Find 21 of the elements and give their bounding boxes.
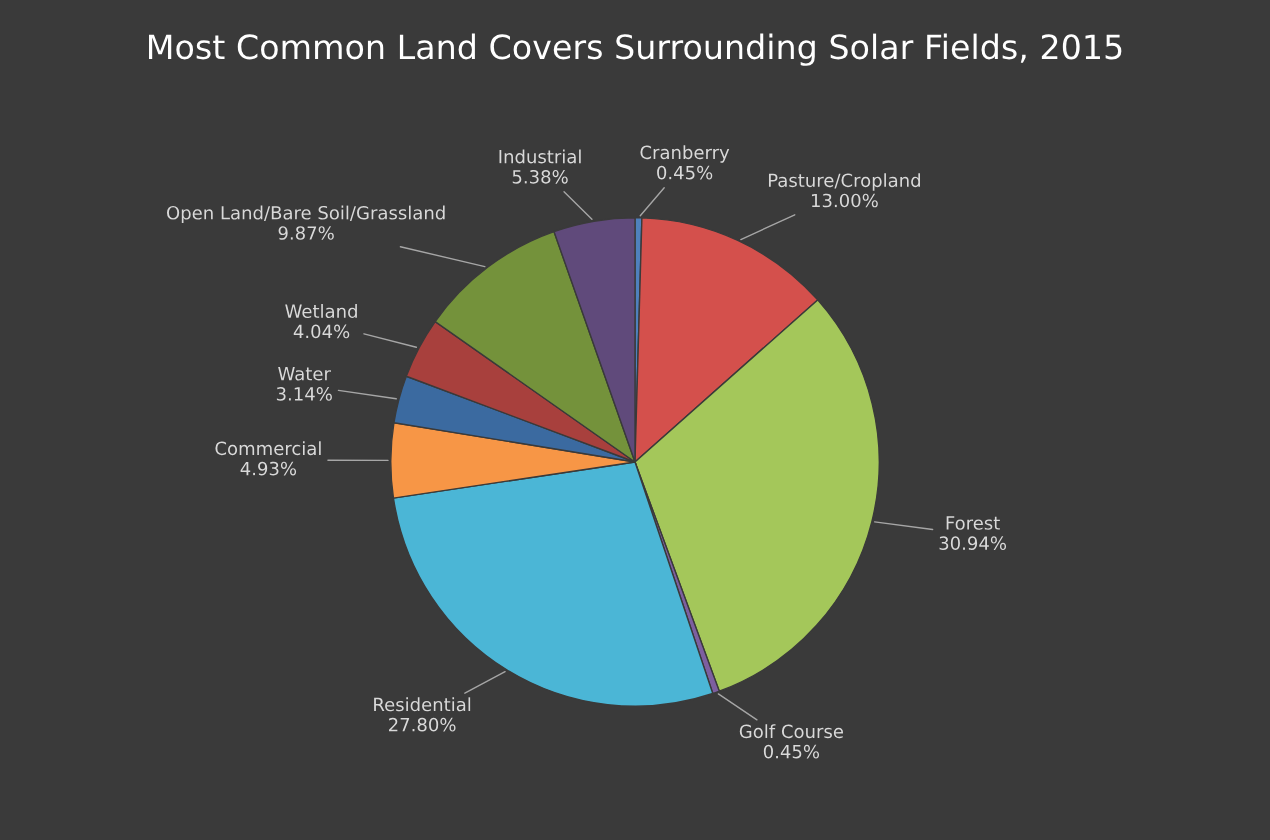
data-label: 0.45% xyxy=(763,744,820,759)
data-label: 4.93% xyxy=(240,461,297,476)
slice-label: Water xyxy=(278,367,331,381)
slice-label: Golf Course xyxy=(739,724,843,739)
slice-label: Pasture/Cropland xyxy=(768,173,920,191)
data-label: 3.14% xyxy=(276,387,332,401)
data-label: 4.04% xyxy=(293,324,350,339)
slice-label: Industrial xyxy=(499,149,581,164)
slice-label: Wetland xyxy=(285,304,357,319)
slice-label: Commercial xyxy=(215,441,321,456)
data-label: 13.00% xyxy=(811,193,878,208)
data-label: 30.94% xyxy=(939,536,1007,550)
data-label: 27.80% xyxy=(389,717,456,732)
slice-label: Residential xyxy=(374,697,471,712)
data-label: 0.45% xyxy=(657,165,713,180)
slice-label: Open Land/Bare Soil/Grassland xyxy=(167,205,445,224)
slice-label: Forest xyxy=(946,516,1000,530)
chart-title: Most Common Land Covers Surrounding Solar Fields, 2015 xyxy=(149,33,1122,66)
data-label: 5.38% xyxy=(512,169,568,184)
slice-label: Cranberry xyxy=(640,145,730,163)
data-label: 9.87% xyxy=(278,226,334,240)
